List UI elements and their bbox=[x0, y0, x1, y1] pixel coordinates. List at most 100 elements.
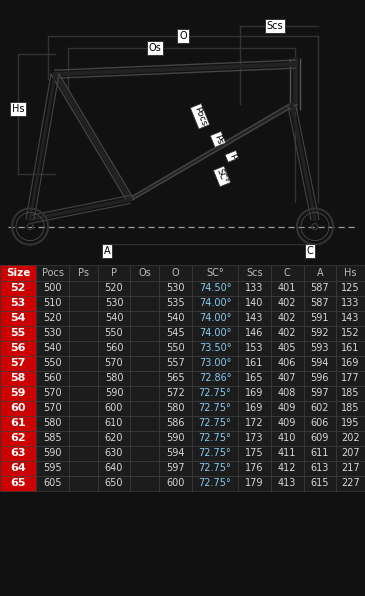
Text: 152: 152 bbox=[341, 328, 360, 338]
Text: 57: 57 bbox=[11, 358, 26, 368]
Text: Scs: Scs bbox=[267, 21, 283, 31]
Text: 59: 59 bbox=[10, 388, 26, 398]
Text: O: O bbox=[172, 268, 179, 278]
Bar bbox=[36, 461, 69, 476]
Bar bbox=[192, 371, 238, 386]
Text: 133: 133 bbox=[245, 283, 264, 293]
Bar bbox=[0, 356, 36, 371]
Bar bbox=[98, 325, 130, 341]
Bar bbox=[98, 431, 130, 446]
Bar bbox=[192, 265, 238, 281]
Text: 72.75°: 72.75° bbox=[199, 403, 231, 413]
Text: 161: 161 bbox=[341, 343, 360, 353]
Bar bbox=[0, 265, 36, 281]
Text: Pocs: Pocs bbox=[192, 105, 208, 128]
Text: P: P bbox=[111, 268, 117, 278]
Text: 540: 540 bbox=[105, 313, 123, 323]
Text: A: A bbox=[104, 246, 110, 256]
Bar bbox=[336, 356, 365, 371]
Bar bbox=[336, 416, 365, 431]
Text: 72.75°: 72.75° bbox=[199, 448, 231, 458]
Bar bbox=[192, 281, 238, 296]
Text: 550: 550 bbox=[166, 343, 185, 353]
Bar bbox=[238, 265, 271, 281]
Text: 557: 557 bbox=[166, 358, 185, 368]
Bar bbox=[192, 416, 238, 431]
Text: 402: 402 bbox=[278, 328, 296, 338]
Bar bbox=[336, 281, 365, 296]
Bar bbox=[336, 341, 365, 356]
Text: 620: 620 bbox=[105, 433, 123, 443]
Text: 172: 172 bbox=[245, 418, 264, 429]
Text: 140: 140 bbox=[245, 298, 264, 308]
Text: 54: 54 bbox=[10, 313, 26, 323]
Bar bbox=[69, 416, 98, 431]
Text: 580: 580 bbox=[166, 403, 185, 413]
Text: 580: 580 bbox=[43, 418, 62, 429]
Text: 73.00°: 73.00° bbox=[199, 358, 231, 368]
Text: 570: 570 bbox=[43, 403, 62, 413]
Bar bbox=[69, 325, 98, 341]
Text: Os: Os bbox=[149, 43, 161, 53]
Text: 591: 591 bbox=[311, 313, 329, 323]
Text: 560: 560 bbox=[43, 373, 62, 383]
Bar bbox=[98, 416, 130, 431]
Bar bbox=[159, 265, 192, 281]
Bar bbox=[98, 341, 130, 356]
Bar bbox=[238, 371, 271, 386]
Text: 143: 143 bbox=[341, 313, 360, 323]
Bar bbox=[36, 416, 69, 431]
Text: 593: 593 bbox=[311, 343, 329, 353]
Text: 146: 146 bbox=[245, 328, 264, 338]
Text: 530: 530 bbox=[105, 298, 123, 308]
Text: 590: 590 bbox=[105, 388, 123, 398]
Text: 535: 535 bbox=[166, 298, 185, 308]
Text: 72.75°: 72.75° bbox=[199, 479, 231, 488]
Text: 611: 611 bbox=[311, 448, 329, 458]
Bar bbox=[130, 325, 159, 341]
Bar bbox=[159, 461, 192, 476]
Bar bbox=[0, 401, 36, 416]
Text: 597: 597 bbox=[166, 463, 185, 473]
Bar bbox=[192, 401, 238, 416]
Text: 615: 615 bbox=[311, 479, 329, 488]
Bar bbox=[159, 325, 192, 341]
Bar bbox=[192, 446, 238, 461]
Text: 550: 550 bbox=[43, 358, 62, 368]
Bar bbox=[130, 461, 159, 476]
Bar bbox=[304, 446, 336, 461]
Bar bbox=[36, 281, 69, 296]
Text: 169: 169 bbox=[341, 358, 360, 368]
Bar bbox=[271, 281, 304, 296]
Bar bbox=[238, 446, 271, 461]
Text: 530: 530 bbox=[43, 328, 62, 338]
Bar bbox=[69, 386, 98, 401]
Text: Hs: Hs bbox=[12, 104, 24, 114]
Bar bbox=[271, 386, 304, 401]
Bar bbox=[192, 296, 238, 311]
Bar bbox=[36, 386, 69, 401]
Bar bbox=[0, 311, 36, 325]
Bar bbox=[271, 356, 304, 371]
Text: 73.50°: 73.50° bbox=[199, 343, 231, 353]
Bar bbox=[159, 401, 192, 416]
Bar bbox=[336, 461, 365, 476]
Bar bbox=[69, 431, 98, 446]
Bar bbox=[36, 476, 69, 491]
Bar bbox=[192, 461, 238, 476]
Text: 169: 169 bbox=[245, 388, 264, 398]
Bar bbox=[238, 416, 271, 431]
Text: 613: 613 bbox=[311, 463, 329, 473]
Bar bbox=[98, 401, 130, 416]
Bar bbox=[130, 311, 159, 325]
Bar bbox=[304, 265, 336, 281]
Text: 217: 217 bbox=[341, 463, 360, 473]
Bar bbox=[69, 371, 98, 386]
Text: 153: 153 bbox=[245, 343, 264, 353]
Bar bbox=[159, 446, 192, 461]
Text: 179: 179 bbox=[245, 479, 264, 488]
Bar bbox=[130, 296, 159, 311]
Text: 590: 590 bbox=[166, 433, 185, 443]
Text: 125: 125 bbox=[341, 283, 360, 293]
Bar bbox=[159, 386, 192, 401]
